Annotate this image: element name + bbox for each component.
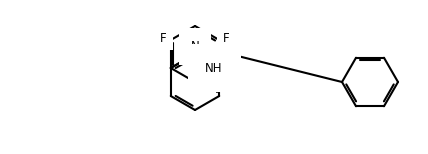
Text: F: F [223,32,230,45]
Text: NH: NH [205,61,223,75]
Text: F: F [160,32,167,45]
Text: N: N [190,40,199,53]
